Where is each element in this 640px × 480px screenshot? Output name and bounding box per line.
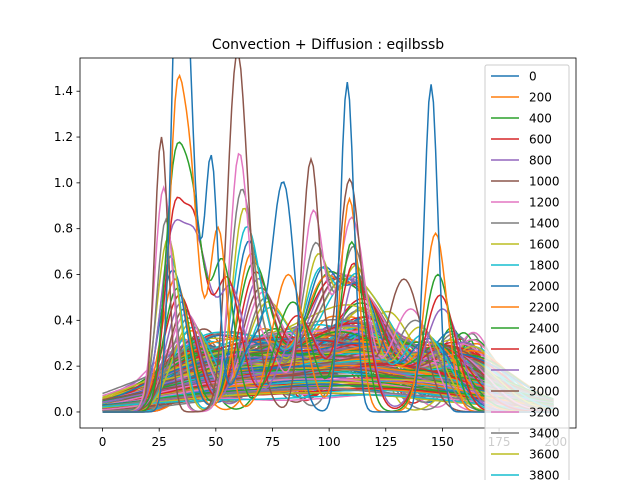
- legend-label-2800: 2800: [529, 364, 560, 378]
- legend-label-3800: 3800: [529, 469, 560, 480]
- x-tick-label: 100: [318, 435, 341, 449]
- y-tick-label: 0.2: [54, 359, 73, 373]
- plot-frame: [79, 57, 577, 429]
- legend-label-800: 800: [529, 154, 552, 168]
- x-tick-label: 150: [431, 435, 454, 449]
- x-tick-label: 25: [152, 435, 167, 449]
- y-tick-label: 1.2: [54, 130, 73, 144]
- y-tick-label: 0.8: [54, 222, 73, 236]
- chart-title: Convection + Diffusion : eqilbssb: [212, 37, 444, 53]
- y-tick-label: 1.0: [54, 176, 73, 190]
- series-line-600: [102, 196, 554, 413]
- legend-label-1000: 1000: [529, 175, 560, 189]
- background-curve: [102, 338, 554, 410]
- legend-label-1600: 1600: [529, 238, 560, 252]
- legend-label-3600: 3600: [529, 448, 560, 462]
- legend: 0 200 400 600 800 1000 1200 1400 1600 1800 2000 220…: [484, 64, 570, 480]
- legend-label-2000: 2000: [529, 280, 560, 294]
- y-tick-label: 0.6: [54, 268, 73, 282]
- series-line-2000: [102, 240, 554, 413]
- legend-label-3400: 3400: [529, 427, 560, 441]
- series-line-2600: [102, 271, 554, 413]
- series-line-400: [102, 141, 554, 413]
- legend-label-1400: 1400: [529, 217, 560, 231]
- legend-label-600: 600: [529, 133, 552, 147]
- series-lines: [102, 58, 554, 413]
- y-tick-label: 0.0: [54, 405, 73, 419]
- legend-label-2200: 2200: [529, 301, 560, 315]
- series-line-1600: [102, 207, 554, 413]
- y-axis: 0.0 0.2 0.4 0.6 0.8 1.0 1.2 1.4: [54, 84, 80, 419]
- legend-label-0: 0: [529, 70, 537, 84]
- legend-label-200: 200: [529, 91, 552, 105]
- legend-label-3000: 3000: [529, 385, 560, 399]
- y-tick-label: 0.4: [54, 313, 73, 327]
- legend-label-2400: 2400: [529, 322, 560, 336]
- legend-label-1200: 1200: [529, 196, 560, 210]
- y-tick-label: 1.4: [54, 84, 73, 98]
- x-tick-label: 0: [99, 435, 107, 449]
- x-tick-label: 125: [374, 435, 397, 449]
- x-tick-label: 75: [265, 435, 280, 449]
- legend-label-1800: 1800: [529, 259, 560, 273]
- legend-box: [484, 64, 570, 480]
- x-tick-label: 50: [208, 435, 223, 449]
- series-line-0: [102, 58, 554, 413]
- legend-label-2600: 2600: [529, 343, 560, 357]
- legend-label-400: 400: [529, 112, 552, 126]
- legend-label-3200: 3200: [529, 406, 560, 420]
